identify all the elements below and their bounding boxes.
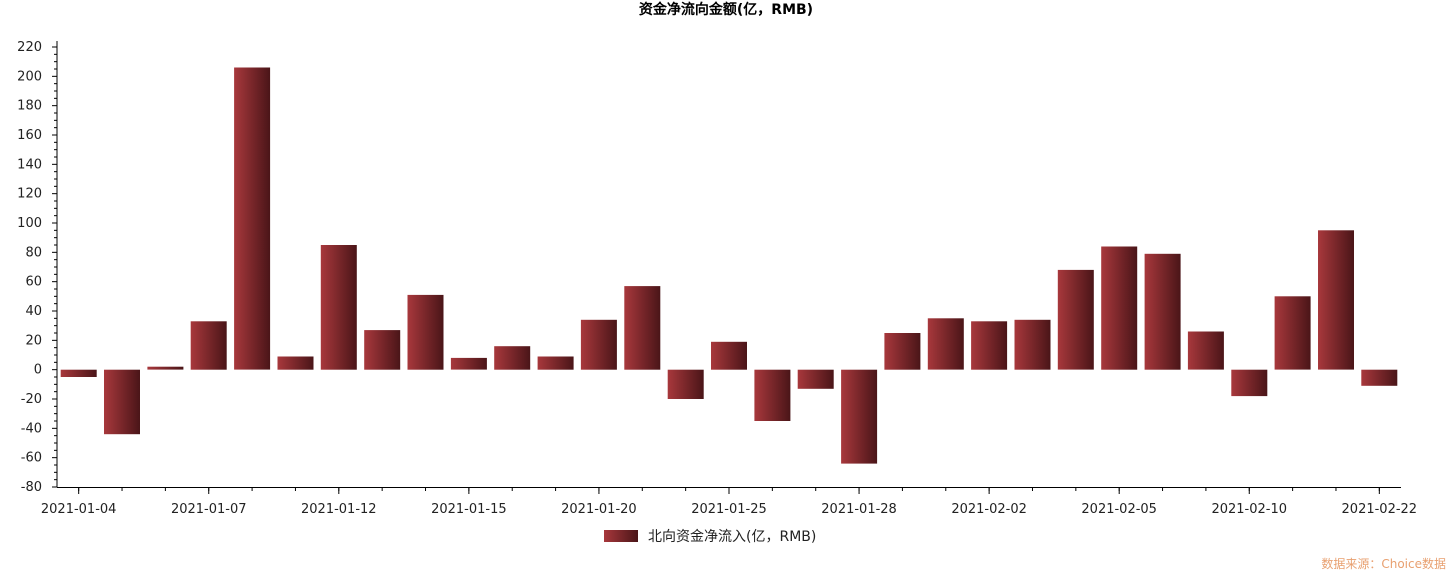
- x-tick-label: 2021-01-28: [821, 502, 897, 517]
- y-tick-label: 200: [17, 69, 42, 84]
- y-tick-label: 140: [17, 157, 42, 172]
- bar: [797, 369, 834, 389]
- y-tick-label: 220: [17, 40, 42, 55]
- bar: [494, 346, 531, 370]
- bar: [320, 245, 357, 370]
- bar: [1274, 296, 1311, 370]
- y-tick-label: -60: [21, 451, 42, 466]
- bar: [104, 369, 140, 435]
- x-tick-label: 2021-02-02: [951, 502, 1027, 517]
- y-tick-label: -80: [21, 480, 42, 495]
- bar: [277, 356, 314, 370]
- x-tick-label: 2021-01-12: [301, 502, 377, 517]
- bar: [60, 369, 97, 377]
- y-tick-label: 180: [17, 99, 42, 114]
- x-tick-label: 2021-01-07: [171, 502, 247, 517]
- bar: [711, 341, 747, 370]
- y-tick-label: 80: [25, 245, 42, 260]
- bar: [667, 369, 704, 399]
- bar: [1014, 319, 1051, 370]
- bar: [1361, 369, 1398, 386]
- y-tick-label: 160: [17, 128, 42, 143]
- bar: [754, 369, 791, 421]
- bar: [580, 319, 617, 370]
- bar: [841, 369, 878, 464]
- bar: [1057, 269, 1094, 370]
- y-tick-label: 60: [25, 275, 42, 290]
- bar: [190, 321, 227, 370]
- bar: [1101, 246, 1138, 370]
- y-tick-label: -20: [21, 392, 42, 407]
- bar: [450, 357, 487, 370]
- bar: [537, 356, 574, 370]
- bars-layer: [60, 67, 1398, 464]
- x-tick-label: 2021-01-20: [561, 502, 637, 517]
- y-tick-label: 100: [17, 216, 42, 231]
- legend-swatch: [604, 530, 638, 542]
- bar: [1318, 230, 1354, 370]
- x-tick-label: 2021-01-15: [431, 502, 507, 517]
- source-note: 数据来源：Choice数据: [1321, 557, 1446, 571]
- legend: 北向资金净流入(亿，RMB): [604, 529, 816, 545]
- x-tick-label: 2021-02-05: [1081, 502, 1157, 517]
- y-tick-label: -40: [21, 421, 42, 436]
- bar: [971, 321, 1008, 370]
- legend-label: 北向资金净流入(亿，RMB): [648, 529, 816, 545]
- y-tick-label: 120: [17, 187, 42, 202]
- y-tick-label: 0: [34, 363, 42, 378]
- x-tick-label: 2021-02-10: [1211, 502, 1287, 517]
- bar: [364, 330, 401, 370]
- x-tick-label: 2021-02-22: [1342, 502, 1418, 517]
- axes-layer: -80 -60 -40 -20 0 20 40 60 80 100 120 140 160 180 200 2…: [17, 40, 1417, 517]
- bar: [407, 294, 444, 370]
- bar: [927, 318, 964, 370]
- bar: [234, 67, 271, 370]
- bar: [1187, 331, 1224, 370]
- chart-title: 资金净流向金额(亿，RMB): [638, 2, 814, 18]
- bar: [624, 286, 661, 370]
- y-tick-label: 40: [25, 304, 42, 319]
- bar: [1231, 369, 1268, 397]
- bar: [1144, 253, 1181, 370]
- bar: [147, 366, 184, 370]
- bar: [884, 333, 921, 370]
- x-tick-label: 2021-01-04: [41, 502, 117, 517]
- x-tick-label: 2021-01-25: [691, 502, 767, 517]
- y-tick-label: 20: [25, 333, 42, 348]
